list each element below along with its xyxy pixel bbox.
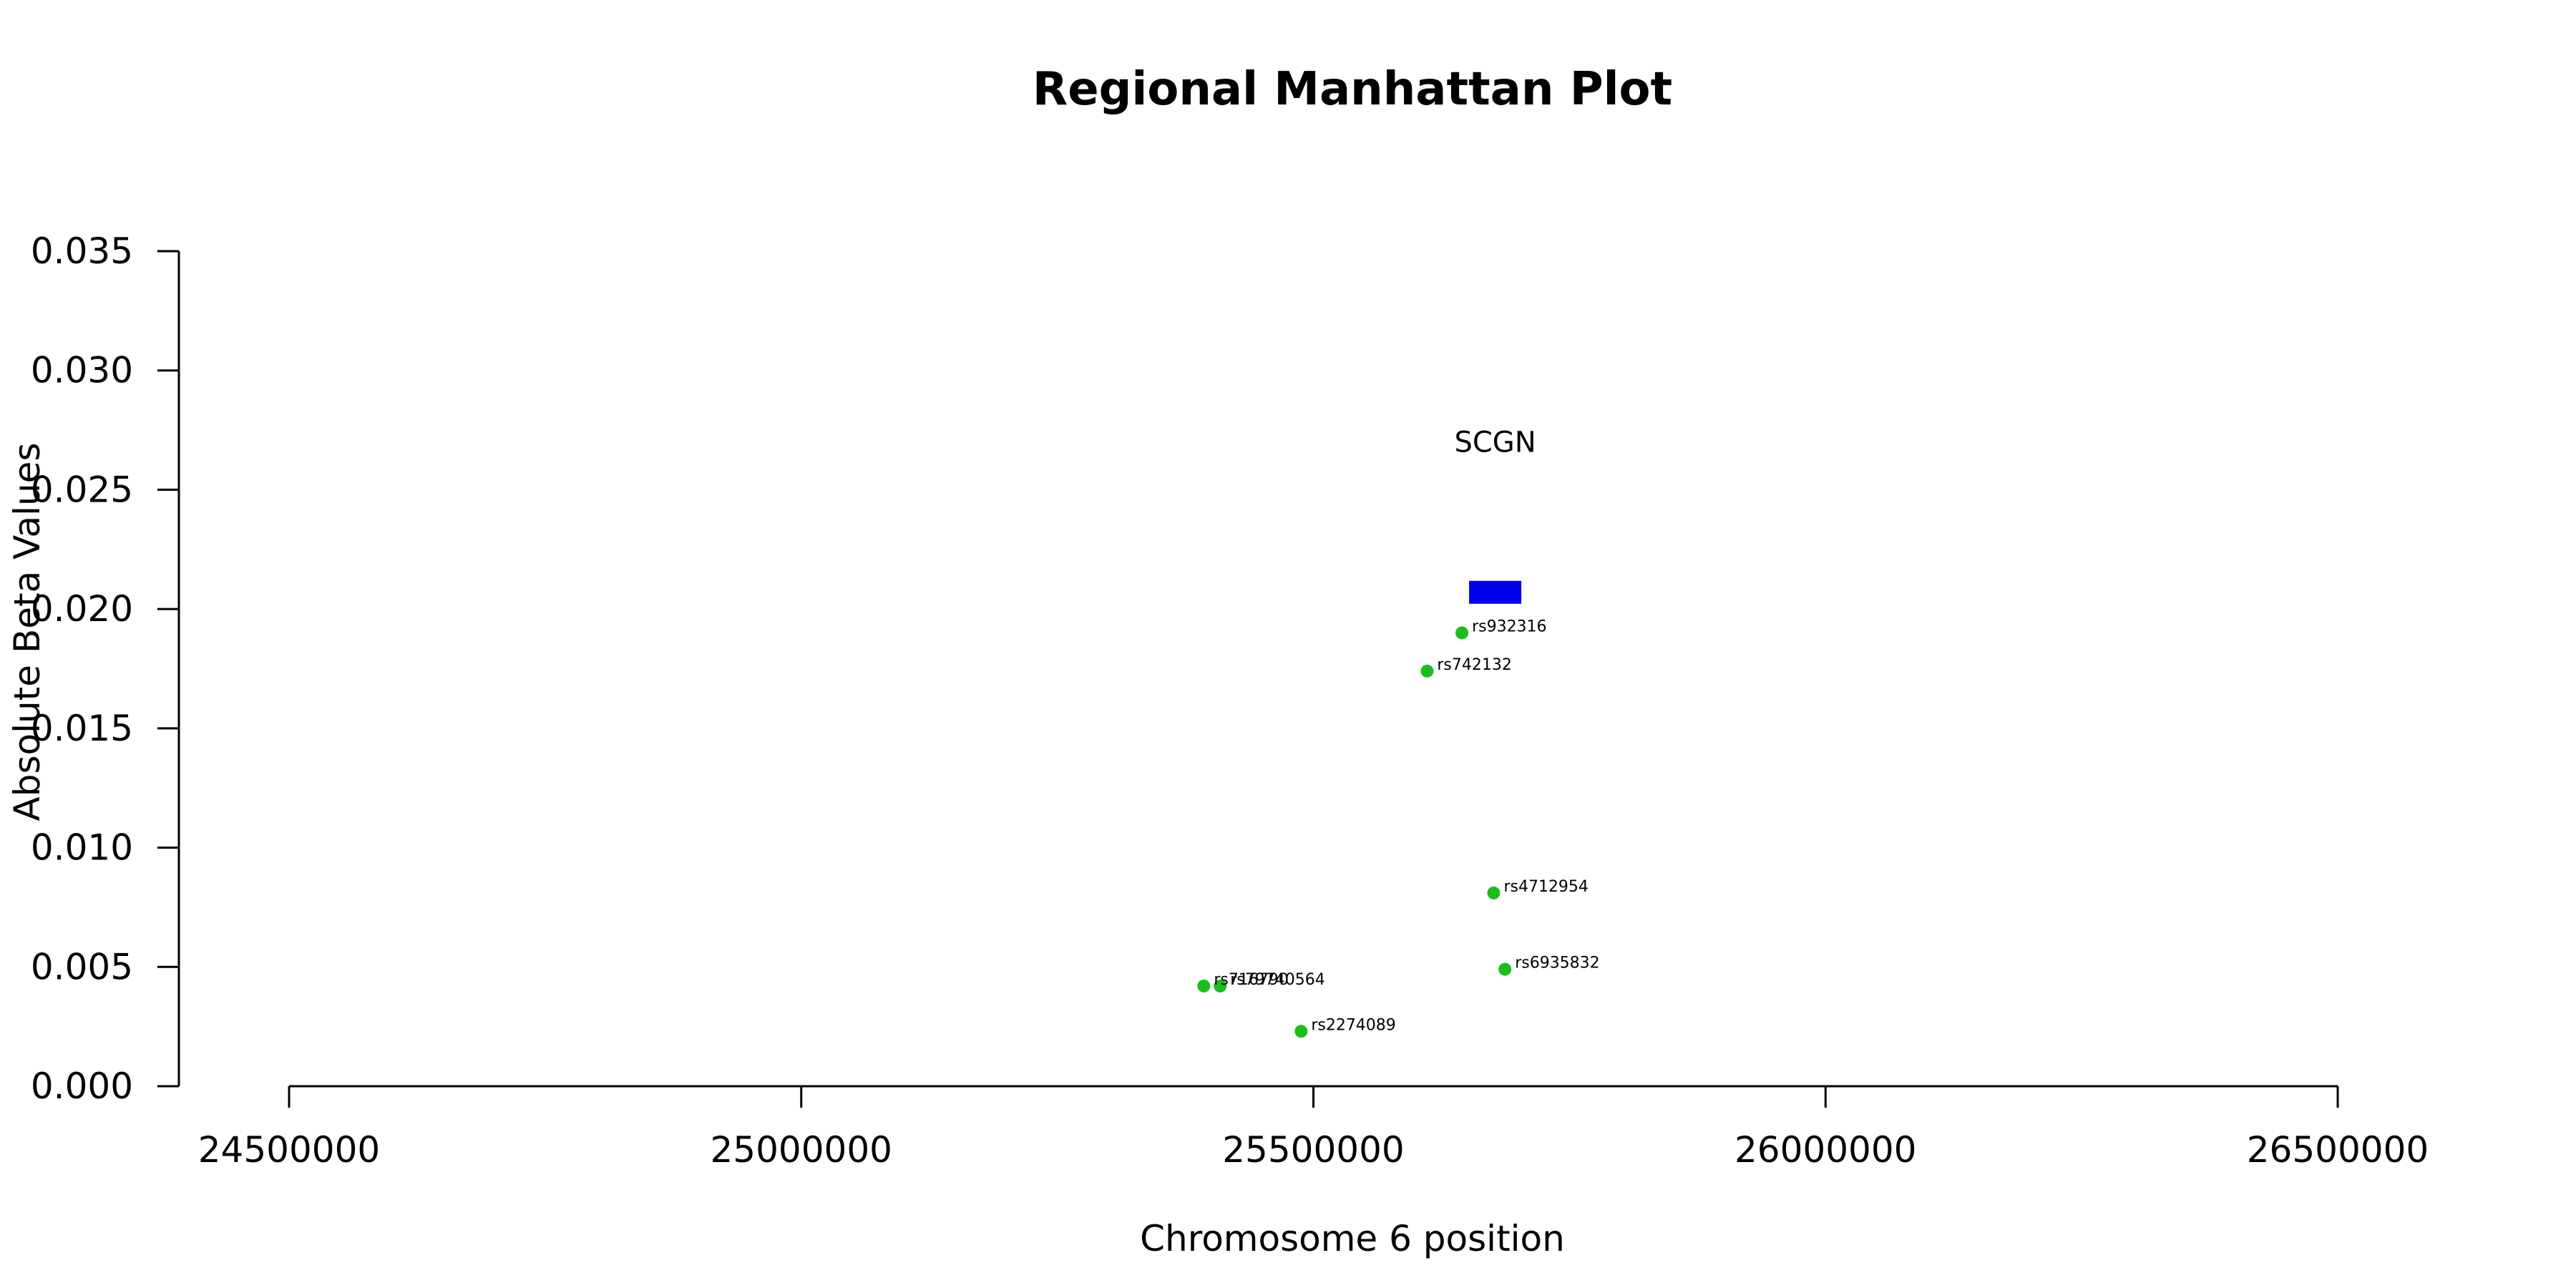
chart-title: Regional Manhattan Plot (1033, 63, 1672, 116)
gene-label: SCGN (1454, 426, 1536, 459)
data-point (1498, 962, 1512, 976)
point-label: rs2274089 (1311, 1016, 1396, 1034)
gene-box (1469, 580, 1522, 604)
y-tick-label: 0.010 (31, 827, 133, 869)
y-axis-label: Absolute Beta Values (6, 443, 48, 821)
point-label: rs742132 (1437, 656, 1512, 674)
data-point (1294, 1025, 1308, 1038)
x-axis: 24500000 25000000 25500000 26000000 26500000 (198, 1085, 2429, 1171)
x-tick-label: 24500000 (198, 1129, 381, 1171)
y-axis: 0.000 0.005 0.010 0.015 0.020 0.025 0.030 0.035 (31, 230, 180, 1107)
point-label: rs716790 (1214, 971, 1289, 989)
data-point (1420, 664, 1434, 678)
data-point (1487, 886, 1501, 899)
data-point (1455, 626, 1469, 640)
point-label: rs932316 (1472, 618, 1547, 635)
point-label: rs79740564 (1230, 971, 1324, 989)
y-tick-label: 0.020 (31, 588, 133, 630)
point-label: rs4712954 (1503, 878, 1589, 896)
y-tick-label: 0.000 (31, 1065, 133, 1107)
x-tick-label: 25500000 (1222, 1129, 1405, 1171)
y-tick-label: 0.005 (31, 946, 133, 987)
y-tick-label: 0.025 (31, 469, 133, 510)
x-tick-label: 26000000 (1735, 1129, 1917, 1171)
data-point (1197, 979, 1211, 992)
y-tick-label: 0.035 (31, 230, 133, 272)
data-point (1214, 979, 1227, 992)
x-tick-label: 26500000 (2247, 1129, 2429, 1171)
gene-track: SCGN (1454, 426, 1536, 604)
x-axis-label: Chromosome 6 position (1140, 1218, 1565, 1259)
x-tick-label: 25000000 (711, 1129, 893, 1171)
y-tick-label: 0.030 (31, 350, 133, 391)
data-points: rs932316 rs742132 rs4712954 rs6935832 rs7974… (1197, 618, 1600, 1038)
y-tick-label: 0.015 (31, 708, 133, 749)
point-label: rs6935832 (1515, 955, 1600, 972)
